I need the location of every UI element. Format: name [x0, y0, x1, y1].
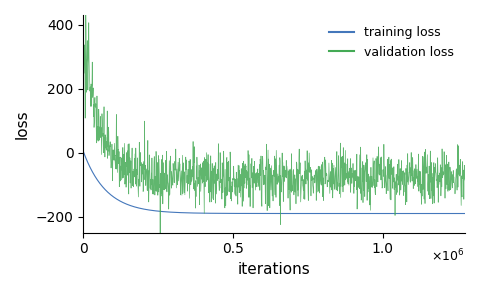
training loss: [317, 212, 323, 215]
training loss: [251, 212, 256, 215]
X-axis label: iterations: iterations: [238, 262, 311, 277]
training loss: [421, 212, 427, 215]
validation loss: [84, 91, 89, 94]
training loss: [80, 149, 86, 153]
validation loss: [80, 86, 86, 89]
validation loss: [83, 4, 89, 8]
Text: $\times10^{6}$: $\times10^{6}$: [432, 247, 465, 264]
Line: validation loss: validation loss: [83, 6, 465, 233]
validation loss: [157, 232, 163, 235]
validation loss: [252, 181, 257, 185]
training loss: [88, 168, 94, 171]
validation loss: [88, 105, 94, 108]
validation loss: [422, 202, 428, 205]
Line: training loss: training loss: [83, 151, 465, 213]
validation loss: [317, 182, 323, 186]
validation loss: [298, 192, 304, 196]
training loss: [298, 212, 303, 215]
validation loss: [462, 178, 468, 182]
training loss: [462, 212, 468, 215]
training loss: [83, 157, 89, 160]
Y-axis label: loss: loss: [15, 109, 30, 139]
Legend: training loss, validation loss: training loss, validation loss: [324, 21, 459, 63]
